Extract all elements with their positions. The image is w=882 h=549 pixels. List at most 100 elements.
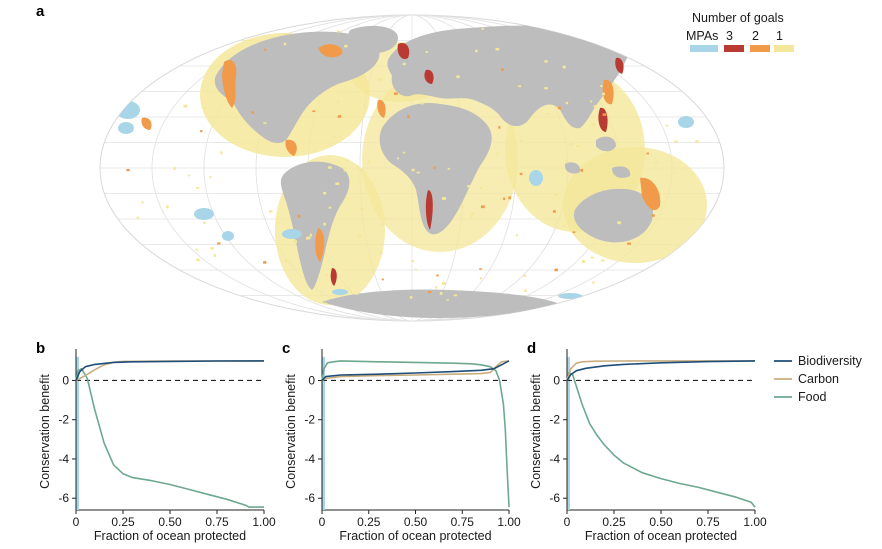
goal-speck [544, 87, 548, 90]
goal-speck [453, 294, 458, 297]
greenland [348, 25, 398, 54]
goal-speck [519, 139, 523, 142]
goal-speck [546, 113, 549, 115]
goal-speck [460, 205, 464, 208]
goal-speck [200, 130, 203, 133]
goal-speck [368, 160, 371, 163]
goal-speck [355, 293, 359, 295]
series-line-biodiversity [321, 360, 510, 382]
goal-speck [614, 162, 619, 165]
series-line-biodiversity [566, 360, 756, 381]
series-line-food [75, 367, 264, 508]
mpa-baseline-bar [76, 356, 79, 510]
goal-speck [572, 226, 577, 229]
goal-speck [593, 105, 597, 108]
goal-speck [141, 201, 144, 204]
goal-speck [327, 166, 332, 169]
goal-speck [297, 214, 301, 218]
x-axis-label: Fraction of ocean protected [339, 529, 491, 543]
goal-speck [519, 172, 523, 176]
goal-speck [380, 251, 383, 255]
goal-speck [425, 51, 428, 53]
map-legend-swatch [690, 45, 718, 52]
goal-speck [439, 292, 443, 295]
series-line-carbon [566, 360, 755, 381]
goal-speck [209, 175, 212, 179]
goal-speck [195, 248, 198, 251]
goal-speck [480, 205, 485, 209]
goal-speck [524, 289, 527, 292]
goal-speck [572, 231, 576, 233]
map-legend-swatch [774, 45, 794, 52]
x-tick-label: 0.50 [649, 515, 673, 529]
goal-speck [309, 233, 313, 237]
goal-speck [414, 268, 417, 271]
goal-speck [446, 299, 449, 301]
map-legend-label: 2 [752, 29, 759, 43]
x-tick-label: 0.75 [205, 515, 229, 529]
goal-speck [456, 75, 460, 79]
goal-speck [323, 191, 327, 195]
goal-speck [629, 181, 634, 185]
map-legend-swatch [750, 45, 770, 52]
goal-speck [355, 165, 359, 168]
curve-legend: Biodiversity Carbon Food [774, 354, 863, 404]
goal-speck [581, 260, 586, 263]
goal-speck [523, 274, 526, 277]
x-tick-label: 0.50 [158, 515, 182, 529]
goal-speck [496, 152, 499, 155]
y-tick-label: -6 [304, 491, 315, 505]
x-tick-label: 1.00 [497, 515, 521, 529]
goal-speck [467, 184, 471, 188]
goal-speck [293, 240, 298, 244]
goal-speck [325, 273, 328, 277]
goal-speck [411, 259, 415, 262]
goal-speck [436, 274, 439, 277]
goal-speck [475, 49, 478, 53]
goal-speck [136, 216, 139, 219]
goal-speck [580, 168, 584, 172]
goal-speck [283, 42, 287, 46]
goal-speck [323, 222, 326, 226]
goal-speck [655, 160, 658, 164]
goal-speck [416, 171, 420, 174]
goal-speck [602, 113, 607, 116]
panel-c: c 0 0.25 0.50 0.75 1.00 -6 -4 -2 0 Fraction of oce… [282, 340, 521, 543]
goal-speck [332, 135, 336, 139]
goal-speck [441, 281, 446, 285]
goal-speck [503, 197, 506, 201]
maritime-southeast-asia [564, 136, 631, 178]
y-tick-label: 0 [308, 373, 315, 387]
goal-speck [508, 196, 512, 200]
map-legend-swatch [724, 45, 744, 52]
panel-letter-b: b [36, 340, 45, 357]
goal-speck [210, 247, 214, 250]
goal-speck [470, 216, 473, 219]
goal-speck [515, 234, 518, 237]
goal-speck [336, 30, 341, 33]
x-tick-label: 0.75 [451, 515, 475, 529]
y-tick-label: 0 [553, 373, 560, 387]
mpa-baseline-bar [322, 356, 325, 510]
goal-speck [360, 168, 364, 172]
x-axis-label: Fraction of ocean protected [585, 529, 737, 543]
goal-speck [213, 254, 216, 257]
goal-speck [695, 140, 699, 144]
x-tick-label: 0.25 [602, 515, 626, 529]
goal-speck [183, 104, 188, 108]
y-tick-label: -4 [304, 452, 315, 466]
goal-speck [359, 207, 364, 210]
goal-speck [592, 281, 595, 285]
legend-label-biodiversity: Biodiversity [798, 354, 863, 368]
x-tick-label: 0 [319, 515, 326, 529]
goal-speck [383, 217, 387, 219]
y-axis-label: Conservation benefit [529, 374, 543, 489]
map-legend: Number of goals MPAs 3 2 1 [686, 11, 794, 52]
goal-speck [589, 100, 593, 103]
goal-speck [481, 27, 484, 30]
goal-speck [627, 242, 631, 245]
goal-speck [433, 166, 436, 170]
goal-speck [591, 171, 595, 174]
goal-speck [402, 62, 406, 66]
north-america [214, 31, 380, 144]
